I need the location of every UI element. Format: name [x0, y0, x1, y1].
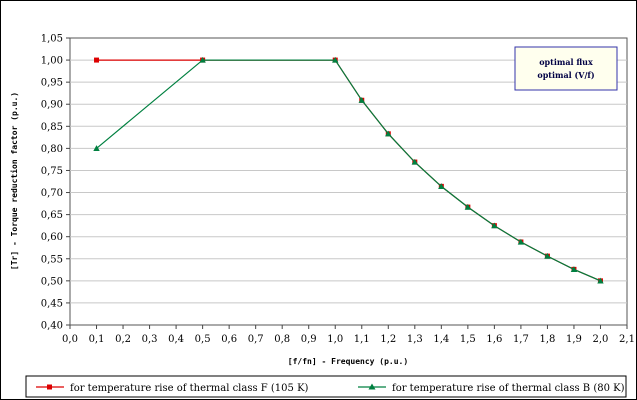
annotation-line-1: optimal flux — [539, 57, 593, 67]
x-tick-label: 0,9 — [301, 334, 317, 345]
series-layer — [93, 56, 604, 284]
x-tick-label: 0,7 — [248, 334, 264, 345]
x-tick-label: 0,8 — [274, 334, 290, 345]
y-tick-label: 0,50 — [41, 276, 63, 287]
x-tick-label: 1,0 — [327, 334, 343, 345]
data-point-class-b — [93, 145, 100, 151]
y-tick-label: 1,05 — [41, 34, 63, 45]
x-tick-label: 1,5 — [460, 334, 476, 345]
annotation-line-2: optimal (V/f) — [537, 70, 594, 80]
x-tick-label: 0,0 — [62, 334, 78, 345]
y-axis: 0,40 0,45 0,50 0,55 0,60 0,65 0,70 0,75 0,80 0,85… — [41, 34, 70, 332]
data-point-class-f — [94, 57, 100, 63]
y-tick-label: 0,60 — [41, 232, 63, 243]
gridlines — [70, 59, 627, 304]
data-point-class-b — [438, 183, 445, 189]
y-tick-label: 0,70 — [41, 188, 63, 199]
x-tick-label: 1,9 — [566, 334, 582, 345]
x-tick-label: 0,3 — [142, 334, 158, 345]
annotation-box: optimal flux optimal (V/f) — [514, 46, 618, 91]
y-tick-label: 0,40 — [41, 321, 63, 332]
legend-frame — [25, 375, 627, 398]
y-tick-label: 0,45 — [41, 298, 63, 309]
data-point-class-b — [464, 203, 472, 210]
data-point-class-b — [597, 277, 604, 284]
data-point-class-b — [570, 266, 578, 272]
y-tick-label: 0,75 — [41, 166, 63, 177]
x-tick-label: 1,7 — [513, 334, 529, 345]
data-point-class-b — [358, 97, 365, 103]
x-tick-label: 0,2 — [115, 334, 131, 345]
data-point-class-b — [544, 252, 551, 259]
x-axis-title: [f/fn] - Frequency (p.u.) — [288, 357, 408, 366]
y-tick-label: 0,90 — [41, 100, 63, 111]
x-tick-label: 0,5 — [195, 334, 211, 345]
data-point-class-b — [332, 56, 339, 63]
x-axis: 0,0 0,1 0,2 0,3 0,4 0,5 0,6 0,7 0,8 0,9 1,0 1,1 1,2 1… — [62, 325, 635, 345]
y-tick-label: 0,95 — [41, 78, 63, 89]
data-point-class-b — [385, 130, 392, 137]
x-tick-label: 2,1 — [619, 334, 635, 345]
x-tick-label: 0,6 — [221, 334, 237, 345]
legend-label-class-b: for temperature rise of thermal class B … — [392, 383, 625, 394]
legend-label-class-f: for temperature rise of thermal class F … — [70, 383, 309, 394]
x-tick-label: 0,4 — [168, 334, 184, 345]
data-point-class-b — [411, 158, 419, 165]
x-tick-label: 2,0 — [593, 334, 609, 345]
annotation-frame — [514, 46, 618, 91]
y-axis-title: [Tr] - Torque reduction factor (p.u.) — [9, 92, 19, 270]
y-tick-label: 0,80 — [41, 144, 63, 155]
y-tick-label: 0,65 — [41, 210, 63, 221]
x-tick-label: 1,3 — [407, 334, 423, 345]
legend: for temperature rise of thermal class F … — [25, 375, 627, 398]
y-tick-label: 0,85 — [41, 122, 63, 133]
data-point-class-b — [517, 238, 525, 245]
legend-marker-class-f — [47, 384, 52, 390]
x-tick-label: 0,1 — [89, 334, 105, 345]
x-tick-label: 1,8 — [539, 334, 555, 345]
legend-marker-class-b — [368, 383, 376, 390]
data-point-class-b — [199, 56, 206, 63]
x-tick-label: 1,4 — [433, 334, 449, 345]
y-tick-label: 0,55 — [41, 254, 63, 265]
y-tick-label: 1,00 — [41, 56, 63, 67]
x-tick-label: 1,2 — [380, 334, 396, 345]
data-point-class-b — [491, 222, 498, 229]
x-tick-label: 1,6 — [486, 334, 502, 345]
x-tick-label: 1,1 — [354, 334, 370, 345]
